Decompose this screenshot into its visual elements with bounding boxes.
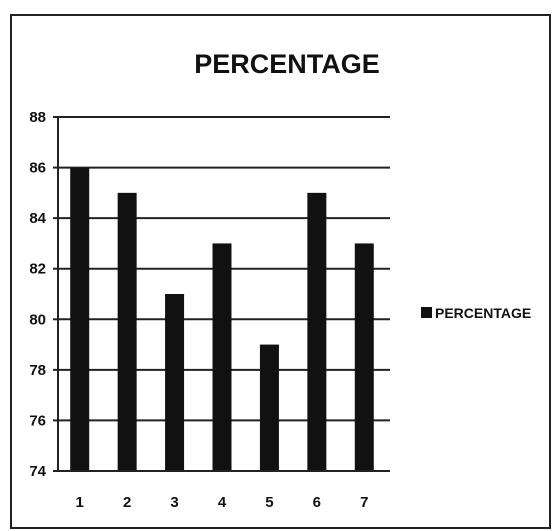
y-tick-label: 82 — [29, 261, 46, 278]
y-tick-label: 80 — [29, 311, 46, 328]
x-tick-label: 1 — [76, 494, 84, 511]
x-tick-label: 7 — [360, 494, 368, 511]
bars — [70, 167, 374, 472]
x-tick-label: 6 — [313, 494, 321, 511]
x-tick-label: 4 — [218, 494, 227, 511]
y-tick-label: 88 — [29, 109, 46, 126]
legend-swatch — [421, 307, 432, 318]
bar — [117, 192, 137, 471]
bar — [259, 344, 279, 471]
bar — [70, 167, 90, 472]
x-tick-labels: 1 2 3 4 5 6 7 — [76, 494, 369, 511]
axes — [53, 116, 390, 472]
bar — [307, 192, 327, 471]
chart-title: PERCENTAGE — [194, 49, 380, 79]
y-tick-label: 86 — [29, 160, 46, 177]
y-tick-label: 78 — [29, 362, 46, 379]
legend: PERCENTAGE — [421, 305, 531, 321]
x-tick-label: 3 — [170, 494, 178, 511]
y-tick-labels: 74 76 78 80 82 84 86 88 — [29, 109, 46, 480]
bar — [354, 243, 374, 471]
y-tick-label: 76 — [29, 412, 46, 429]
x-tick-label: 2 — [123, 494, 131, 511]
bar — [165, 294, 185, 471]
x-tick-label: 5 — [265, 494, 273, 511]
y-tick-label: 84 — [29, 210, 46, 227]
chart-frame — [10, 14, 551, 529]
bar — [212, 243, 232, 471]
legend-label: PERCENTAGE — [435, 305, 531, 321]
y-tick-label: 74 — [29, 463, 46, 480]
